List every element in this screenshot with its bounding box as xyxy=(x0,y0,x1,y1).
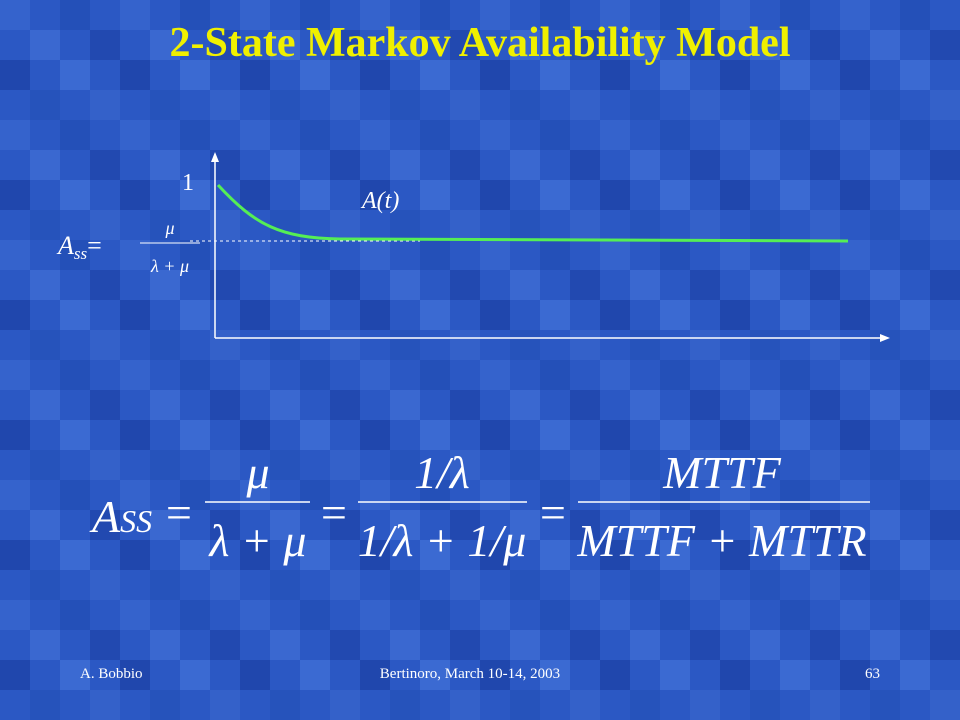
ass-label: Ass= xyxy=(56,231,102,263)
y-label: 1 xyxy=(182,170,194,196)
f1-denominator: λ + μ xyxy=(207,515,306,566)
f2-denominator: 1/λ + 1/μ xyxy=(358,515,527,566)
formula-symbol: A xyxy=(89,491,121,542)
small-denominator: λ + μ xyxy=(150,256,189,276)
title: 2-State Markov Availability Model xyxy=(170,20,791,66)
footer-page: 63 xyxy=(865,666,880,682)
f1-numerator: μ xyxy=(245,447,269,498)
ass-equals: = xyxy=(87,231,102,260)
ass-symbol: A xyxy=(56,231,74,260)
small-numerator: μ xyxy=(164,218,174,238)
ass-subscript: ss xyxy=(74,244,88,263)
f3-numerator: MTTF xyxy=(662,447,781,498)
curve-label: A(t) xyxy=(360,188,399,214)
availability-curve xyxy=(216,183,849,243)
f2-numerator: 1/λ xyxy=(414,447,470,498)
formula-lhs: ASS xyxy=(89,491,152,542)
formula-subscript: SS xyxy=(120,503,152,539)
axes xyxy=(211,152,890,342)
equals: = xyxy=(318,487,349,538)
footer-author: A. Bobbio xyxy=(80,666,143,682)
footer-event: Bertinoro, March 10-14, 2003 xyxy=(380,666,560,682)
f3-denominator: MTTF + MTTR xyxy=(576,515,866,566)
equals: = xyxy=(537,487,568,538)
equals: = xyxy=(163,487,194,538)
